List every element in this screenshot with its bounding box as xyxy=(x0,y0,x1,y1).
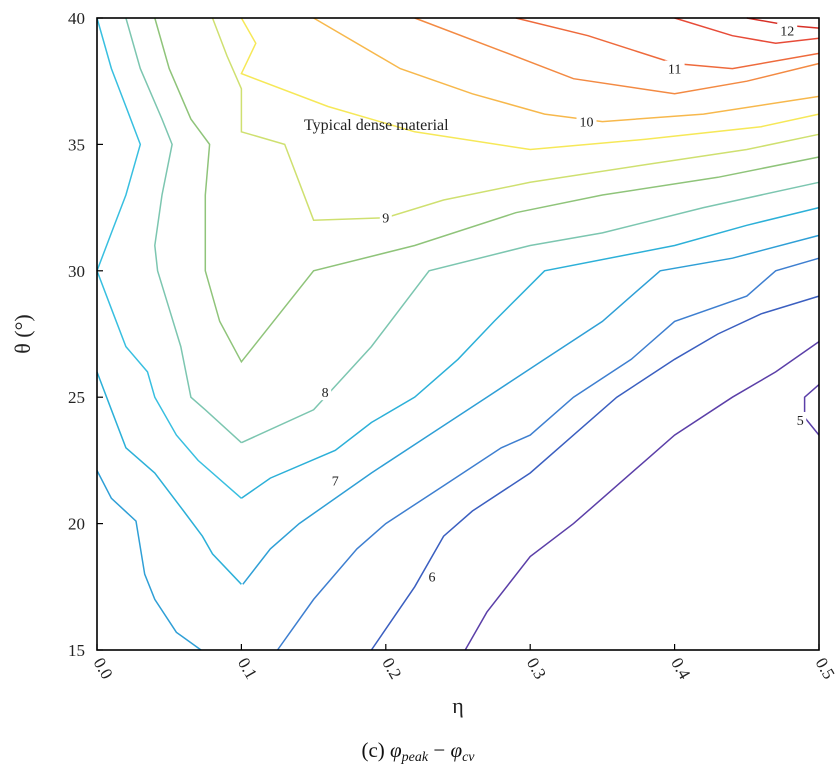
contour-line-level-10-seg-0 xyxy=(313,17,820,123)
contour-line-level-9-seg-0 xyxy=(211,17,820,221)
y-tick-label-40: 40 xyxy=(68,9,85,28)
contour-line-level-5-seg-1 xyxy=(803,384,820,436)
contour-line-level-7-seg-0 xyxy=(96,371,242,585)
contour-label-7: 7 xyxy=(332,475,339,490)
caption-sub-peak: peak xyxy=(401,750,429,765)
x-tick-label-0.3: 0.3 xyxy=(523,655,550,683)
contour-line-level-5-5-seg-0 xyxy=(370,295,820,651)
typical-dense-material-annotation: Typical dense material xyxy=(304,117,449,134)
contour-line-level-9-5-seg-0 xyxy=(240,17,820,151)
contour-line-level-10-5-seg-0 xyxy=(414,17,820,95)
contour-label-12: 12 xyxy=(780,25,794,40)
y-tick-label-15: 15 xyxy=(68,641,85,660)
y-tick-label-35: 35 xyxy=(68,135,85,154)
caption-prefix: (c) xyxy=(361,738,390,762)
plot-frame xyxy=(96,17,820,651)
contour-label-bg-9 xyxy=(379,209,392,226)
contour-level-labels: 5 6 7 8 9 10 11 12 xyxy=(319,22,807,586)
caption-phi-cv: φ xyxy=(450,738,462,762)
x-tick-label-0.2: 0.2 xyxy=(378,655,405,683)
figure-caption: (c) φpeak − φcv xyxy=(361,738,475,765)
y-tick-label-25: 25 xyxy=(68,388,85,407)
contour-line-level-6-seg-0 xyxy=(276,257,820,651)
plot-area-background xyxy=(97,18,819,650)
contour-line-level-7-seg-1 xyxy=(240,206,820,499)
contour-label-bg-11 xyxy=(664,60,685,77)
contour-label-9: 9 xyxy=(382,212,389,227)
contour-line-level-11-5-seg-0 xyxy=(674,17,820,45)
contour-line-level-5-seg-0 xyxy=(464,340,820,651)
contour-label-bg-8 xyxy=(319,384,332,401)
y-tick-label-30: 30 xyxy=(68,262,85,281)
contour-line-level-6-5-seg-1 xyxy=(242,234,820,585)
x-tick-label-0.5: 0.5 xyxy=(812,655,839,683)
contour-lines xyxy=(96,17,820,651)
x-tick-label-0.4: 0.4 xyxy=(667,655,694,683)
x-axis-label: η xyxy=(452,693,464,718)
contour-label-bg-7 xyxy=(329,472,342,489)
contour-label-11: 11 xyxy=(668,63,681,78)
contour-label-bg-12 xyxy=(777,22,798,39)
contour-label-bg-6 xyxy=(426,568,439,585)
caption-phi-peak: φ xyxy=(390,738,402,762)
contour-line-level-7-5-seg-0 xyxy=(96,17,242,499)
contour-line-level-8-5-seg-0 xyxy=(154,17,820,364)
y-tick-label-20: 20 xyxy=(68,515,85,534)
contour-line-level-8-seg-0 xyxy=(125,17,242,444)
caption-sub-cv: cv xyxy=(462,750,475,765)
contour-label-6: 6 xyxy=(429,571,436,586)
contour-label-10: 10 xyxy=(580,116,594,131)
x-tick-label-0.0: 0.0 xyxy=(90,655,117,683)
caption-minus: − xyxy=(428,738,450,762)
contour-label-bg-5 xyxy=(794,411,807,428)
contour-label-8: 8 xyxy=(322,386,329,401)
contour-label-bg-10 xyxy=(576,113,597,130)
y-axis-label: θ (°) xyxy=(10,314,35,354)
x-tick-label-0.1: 0.1 xyxy=(234,655,261,683)
contour-line-level-6-5-seg-0 xyxy=(96,470,202,651)
contour-label-5: 5 xyxy=(797,414,804,429)
